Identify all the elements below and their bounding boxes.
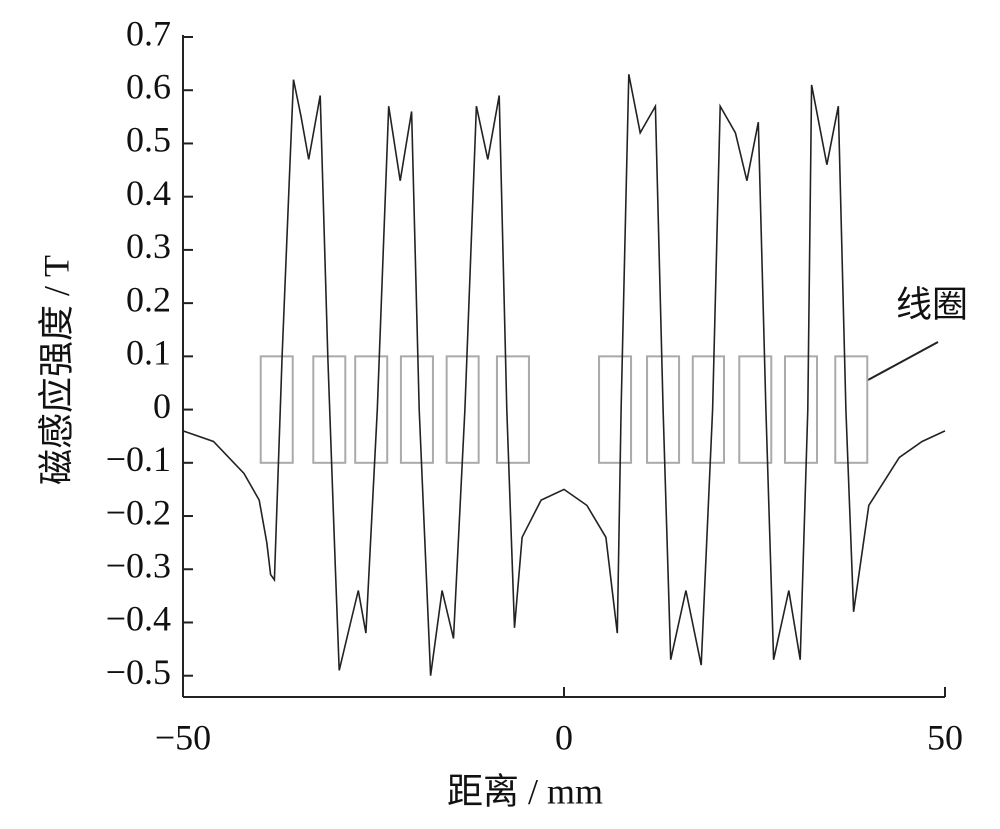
y-tick-label: 0.3 [126,226,171,266]
coil [738,355,773,464]
line-series [182,74,946,676]
annotation: 线圈 [896,284,968,324]
y-tick-label: −0.1 [106,439,171,479]
y-tick-label: −0.3 [106,546,171,586]
coil [259,355,294,464]
y-axis-label: 磁感应强度 / T [36,255,76,485]
y-tick-label: −0.2 [106,492,171,532]
x-axis-label: 距离 / mm [447,771,603,811]
y-tick-label: 0 [153,386,171,426]
coil [646,355,681,464]
coil [354,355,389,464]
coil [495,355,530,464]
y-tick-label: −0.5 [106,652,171,692]
x-tick-label: −50 [155,717,211,757]
y-tick-label: 0.7 [126,13,171,53]
coil [399,355,434,464]
annotation-leader [867,341,939,381]
y-tick-label: 0.4 [126,173,171,213]
coil [598,355,633,464]
y-tick-label: 0.2 [126,279,171,319]
x-tick-label: 50 [927,717,963,757]
y-tick-label: 0.6 [126,66,171,106]
coil [312,355,347,464]
coil [834,355,869,464]
y-tick-label: 0.1 [126,333,171,373]
coil [691,355,726,464]
y-tick-label: 0.5 [126,120,171,160]
y-tick-label: −0.4 [106,599,171,639]
coil [783,355,818,464]
x-tick-label: 0 [555,717,573,757]
